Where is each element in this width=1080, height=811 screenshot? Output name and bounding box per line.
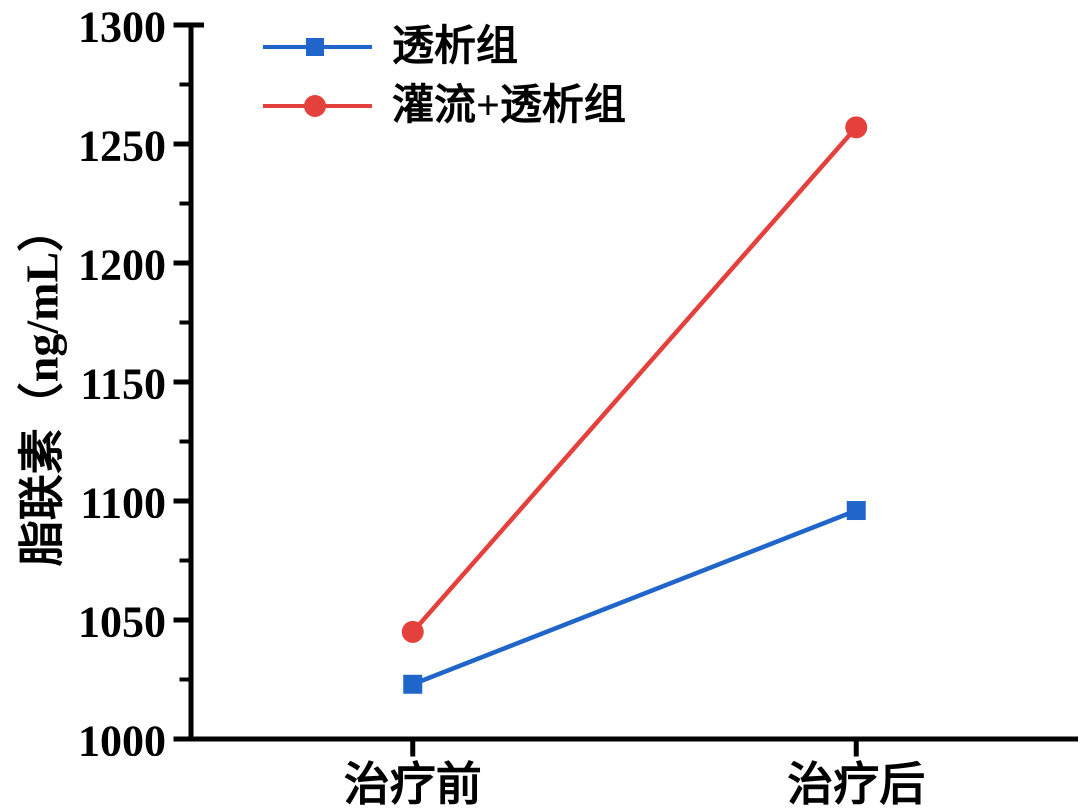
y-tick-label: 1000 [78, 717, 166, 766]
series-line [411, 125, 858, 634]
legend-label: 透析组 [392, 23, 518, 70]
y-tick-label: 1200 [78, 241, 166, 290]
y-tick-label: 1100 [80, 479, 166, 528]
y-tick-label: 1250 [78, 122, 166, 171]
y-tick-label: 1300 [78, 3, 166, 52]
x-category-label: 治疗后 [787, 759, 925, 810]
legend-marker [304, 95, 326, 117]
data-point [403, 674, 423, 694]
y-axis-title: 脂联素（ng/mL） [17, 206, 68, 566]
series-line [411, 508, 858, 687]
data-point [845, 116, 868, 139]
legend-label: 灌流+透析组 [392, 82, 626, 129]
data-point [846, 501, 866, 521]
x-category-label: 治疗前 [344, 759, 482, 810]
data-point [401, 620, 424, 643]
legend-marker [306, 38, 324, 56]
y-tick-label: 1150 [80, 360, 166, 409]
y-tick-label: 1050 [78, 598, 166, 647]
